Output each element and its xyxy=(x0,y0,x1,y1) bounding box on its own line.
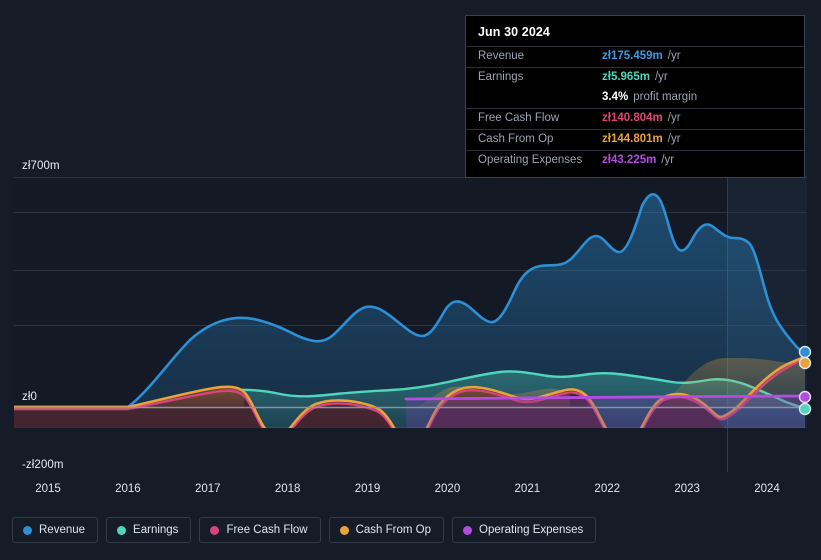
series-area-opex xyxy=(406,396,805,428)
tooltip-row-unit: /yr xyxy=(661,154,675,166)
legend-color-dot xyxy=(463,525,473,535)
legend-item-revenue[interactable]: Revenue xyxy=(12,517,99,543)
series-line-opex xyxy=(404,394,807,401)
tooltip-row-unit: profit margin xyxy=(633,91,698,103)
legend-item-label: Free Cash Flow xyxy=(226,524,308,536)
x-axis-tick-2020: 2020 xyxy=(434,483,461,495)
tooltip-row-value: zł144.801m xyxy=(602,133,663,145)
data-tooltip: Jun 30 2024 Revenue zł175.459m/yr Earnings… xyxy=(465,15,805,178)
tooltip-row-label: Operating Expenses xyxy=(478,154,583,166)
legend-item-label: Operating Expenses xyxy=(479,524,584,536)
tooltip-row-value: zł5.965m xyxy=(602,71,650,83)
tooltip-row: 3.4% profit margin xyxy=(466,88,804,108)
tooltip-row-value: zł43.225m xyxy=(602,154,657,166)
tooltip-row-unit: /yr xyxy=(667,133,681,145)
end-point-markers xyxy=(798,345,812,416)
marker-revenue xyxy=(798,345,812,359)
x-axis-tick-2017: 2017 xyxy=(194,483,221,495)
x-axis-tick-2021: 2021 xyxy=(514,483,541,495)
tooltip-row: Earnings zł5.965m/yr xyxy=(466,67,804,88)
chart-plot-area[interactable]: zł700m zł0 -zł200m xyxy=(0,0,821,505)
y-axis-label-min: -zł200m xyxy=(22,459,64,471)
x-axis-tick-2015: 2015 xyxy=(35,483,61,495)
tooltip-row: Operating Expenses zł43.225m/yr xyxy=(466,150,804,171)
legend-item-free-cash-flow[interactable]: Free Cash Flow xyxy=(199,517,321,543)
tooltip-row: Cash From Op zł144.801m/yr xyxy=(466,129,804,150)
legend-item-cash-from-op[interactable]: Cash From Op xyxy=(328,517,445,543)
legend-item-label: Cash From Op xyxy=(355,524,432,536)
y-axis-label-zero: zł0 xyxy=(22,391,38,403)
x-axis-tick-2018: 2018 xyxy=(274,483,301,495)
tooltip-row-unit: /yr xyxy=(667,112,681,124)
x-axis-tick-2016: 2016 xyxy=(115,483,141,495)
tooltip-row: Revenue zł175.459m/yr xyxy=(466,46,804,67)
legend-color-dot xyxy=(339,525,349,535)
tooltip-row-label: Free Cash Flow xyxy=(478,112,560,124)
x-axis-tick-2024: 2024 xyxy=(754,483,780,495)
tooltip-row-value: 3.4% xyxy=(602,91,629,103)
legend-color-dot xyxy=(117,525,127,535)
tooltip-date: Jun 30 2024 xyxy=(478,25,550,39)
marker-operating-expenses xyxy=(798,390,812,404)
series-line-fcf xyxy=(14,357,807,428)
marker-cash-from-op xyxy=(798,356,812,370)
x-axis-tick-2023: 2023 xyxy=(674,483,700,495)
legend-item-label: Earnings xyxy=(133,524,179,536)
legend-item-earnings[interactable]: Earnings xyxy=(106,517,192,543)
tooltip-row: Free Cash Flow zł140.804m/yr xyxy=(466,108,804,129)
series-line-cfo xyxy=(14,355,807,428)
x-axis-tick-2022: 2022 xyxy=(594,483,621,495)
tooltip-row-value: zł140.804m xyxy=(602,112,663,124)
chart-svg xyxy=(14,176,812,472)
tooltip-row-label: Revenue xyxy=(478,50,525,62)
y-axis-label-max: zł700m xyxy=(22,160,60,172)
tooltip-row-unit: /yr xyxy=(654,71,668,83)
marker-earnings xyxy=(798,402,812,416)
series-line-revenue xyxy=(14,193,807,409)
legend-color-dot xyxy=(210,525,220,535)
legend-item-operating-expenses[interactable]: Operating Expenses xyxy=(452,517,597,543)
tooltip-row-unit: /yr xyxy=(667,50,681,62)
series-area-revenue xyxy=(14,194,805,428)
series-area-cfo-3 xyxy=(660,358,805,407)
legend-item-label: Revenue xyxy=(39,524,86,536)
tooltip-row-label: Cash From Op xyxy=(478,133,554,145)
x-axis-tick-2019: 2019 xyxy=(354,483,381,495)
tooltip-row-label: Earnings xyxy=(478,71,524,83)
tooltip-row-value: zł175.459m xyxy=(602,50,663,62)
x-axis: 2015 2016 2017 2018 2019 2020 2021 2022 2023 2024 xyxy=(0,483,821,501)
chart-legend[interactable]: Revenue Earnings Free Cash Flow Cash From O… xyxy=(12,517,597,543)
legend-color-dot xyxy=(23,525,32,535)
tooltip-rows: Revenue zł175.459m/yr Earnings zł5.965m/yr 3… xyxy=(466,46,804,171)
